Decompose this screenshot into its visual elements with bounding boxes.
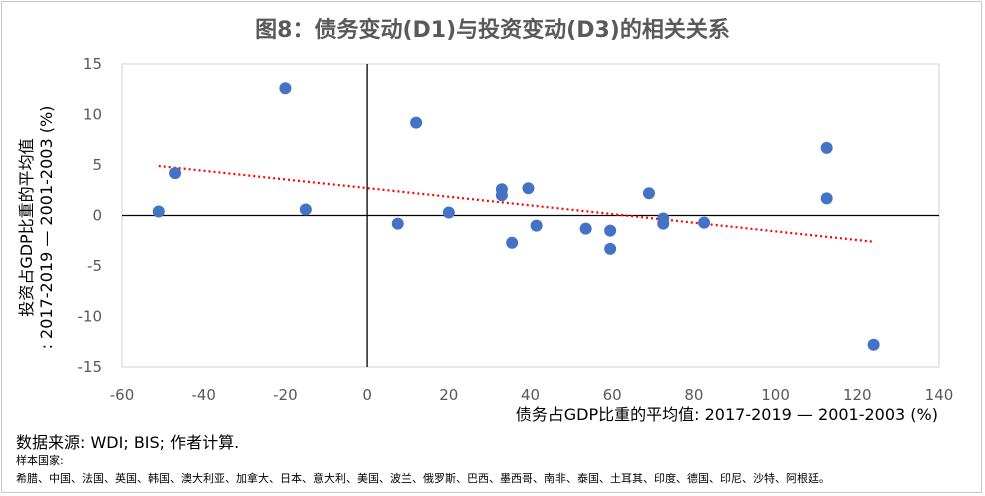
data-point [604,242,617,255]
data-point [299,203,312,216]
sample-countries: 希腊、中国、法国、英国、韩国、澳大利亚、加拿大、日本、意大利、美国、波兰、俄罗斯… [16,472,830,485]
data-point [152,205,165,218]
y-tick-label: -10 [78,308,103,326]
x-tick-label: 80 [684,386,703,404]
data-point [604,224,617,237]
x-tick-label: -40 [191,386,216,404]
data-point [410,116,423,129]
sample-label: 样本国家: [16,454,64,467]
data-point [442,206,455,219]
x-axis-title: 债务占GDP比重的平均值: 2017-2019 — 2001-2003 (%) [516,405,938,424]
x-tick-label: -20 [273,386,298,404]
y-axis-title-line1: 投资占GDP比重的平均值 [17,138,36,316]
x-tick-label: 120 [843,386,872,404]
y-tick-label: 5 [92,156,102,174]
data-point [698,216,711,229]
y-axis-title-line2: : 2017-2019 — 2001-2003 (%) [37,106,56,350]
data-point [169,167,182,180]
data-point [867,338,880,351]
x-tick-label: -60 [110,386,135,404]
y-tick-label: -15 [78,358,103,376]
trendline [158,164,874,243]
x-tick-label: 40 [521,386,540,404]
data-point [642,187,655,200]
data-point [495,189,508,202]
x-tick-label: 60 [603,386,622,404]
data-point [522,182,535,195]
data-point [579,222,592,235]
data-point [279,82,292,95]
data-point [506,236,519,249]
x-tick-label: 140 [925,386,954,404]
y-tick-label: 10 [83,106,102,124]
x-tick-label: 0 [362,386,372,404]
y-tick-label: 0 [92,207,102,225]
y-tick-label: 15 [83,55,102,73]
data-point [391,217,404,230]
data-point [530,219,543,232]
data-point [820,192,833,205]
data-point [820,141,833,154]
data-point [657,217,670,230]
source-note: 数据来源: WDI; BIS; 作者计算. [16,433,240,452]
x-tick-label: 20 [439,386,458,404]
chart-title: 图8：债务变动(D1)与投资变动(D3)的相关关系 [255,18,730,43]
y-tick-label: -5 [87,257,102,275]
x-tick-label: 100 [761,386,790,404]
plot-area: -60 -40 -20 0 20 40 60 80 100 120 140 -15 -10 -5 0 5 10 1… [17,55,953,424]
